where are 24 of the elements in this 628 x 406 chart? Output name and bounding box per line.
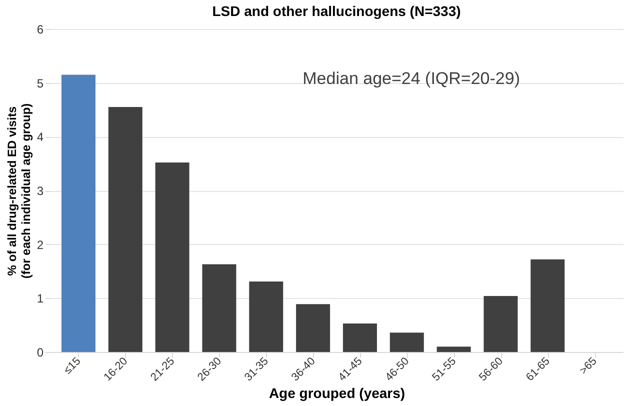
bar <box>249 281 284 352</box>
y-tick-label: 5 <box>36 76 44 90</box>
y-axis-title: % of all drug-related ED visits (for each individual age group) <box>4 103 33 279</box>
bar <box>342 323 377 352</box>
y-tick-label: 1 <box>36 292 44 306</box>
bar <box>530 259 565 352</box>
bar <box>61 74 96 352</box>
bar <box>155 162 190 352</box>
x-axis-title: Age grouped (years) <box>268 384 406 401</box>
annotation: Median age=24 (IQR=20-29) <box>302 69 520 88</box>
y-tick-label: 2 <box>36 238 44 252</box>
bar <box>202 264 236 352</box>
bar <box>484 296 518 352</box>
x-tick-label: ≤15 <box>62 355 84 377</box>
y-tick-label: 3 <box>36 184 44 198</box>
bar <box>296 304 330 352</box>
y-tick-label: 0 <box>36 346 44 360</box>
y-tick-label: 4 <box>36 130 44 144</box>
bar <box>108 107 142 352</box>
x-tick-label: >65 <box>578 355 600 377</box>
y-tick-label: 6 <box>36 22 44 36</box>
chart-title: LSD and other hallucinogens (N=333) <box>212 3 461 19</box>
bar <box>436 346 471 352</box>
bar <box>390 332 424 352</box>
